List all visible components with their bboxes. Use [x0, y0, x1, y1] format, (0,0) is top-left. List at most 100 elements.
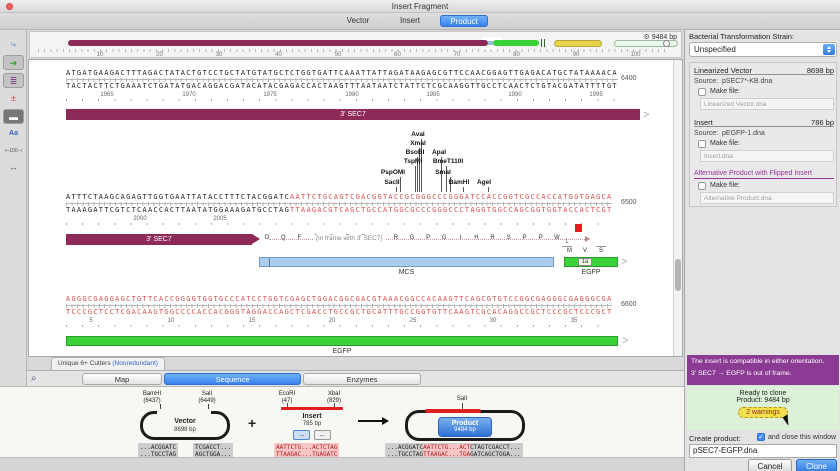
enzyme-label-pspomi[interactable]: PspOMI [381, 169, 405, 176]
in-frame-leader-arrow [585, 236, 590, 242]
feature-bar-mcs[interactable] [259, 257, 554, 267]
warnings-badge[interactable]: 2 warnings [738, 407, 788, 418]
resize-arrows-icon[interactable]: ↔ [3, 160, 24, 175]
elbow-arrow-icon[interactable]: ⤷ [3, 37, 24, 52]
enzyme-label-xmai[interactable]: XmaI [410, 140, 426, 147]
insert-reverse-button[interactable]: ← [314, 430, 331, 440]
in-frame-note: (in frame with 3' SEC7) [313, 235, 386, 242]
product-filename-input[interactable]: pSEC7-EGFP.dna [689, 444, 837, 458]
overview-egfp-bar[interactable] [493, 40, 539, 46]
font-case-icon[interactable]: Aa [3, 127, 24, 142]
translate-arrow-icon[interactable]: ➜ [3, 55, 24, 70]
ruler-ticks [66, 223, 612, 225]
enzyme-label-bmet110i[interactable]: BmeT110I [433, 158, 463, 165]
tab-vector[interactable]: Vector [336, 15, 380, 27]
feature-bar-sec7[interactable]: 3' SEC7 [66, 109, 640, 120]
tab-sequence[interactable]: Sequence [164, 373, 301, 385]
feature-bar-egfp[interactable] [66, 336, 618, 346]
tab-enzymes[interactable]: Enzymes [303, 373, 421, 385]
alignment-lines-icon[interactable]: ≣ [3, 73, 24, 88]
make-file-label-vector: Make file: [710, 88, 740, 95]
enzyme-label-sacii[interactable]: SacII [384, 179, 399, 186]
feature-bar-sec7-end[interactable]: 3' SEC7 [66, 234, 252, 245]
make-file-checkbox-vector[interactable] [698, 88, 706, 96]
zoom-slider[interactable] [614, 40, 678, 47]
clone-button[interactable]: Clone [796, 459, 837, 471]
tab-product[interactable]: Product [440, 15, 488, 27]
result-arrow-head [382, 417, 389, 425]
egfp-start-aa: S [599, 248, 603, 254]
scrollbar-track[interactable] [673, 60, 682, 357]
dna-bottom-strand[interactable]: TAAAGATTCGTCTCAACCACTTAATATGGAAAGATGCCTA… [66, 207, 612, 214]
result-arrow [358, 420, 382, 422]
title-bar: Insert Fragment [0, 0, 840, 13]
insert-filename-field[interactable]: Insert.dna [700, 150, 834, 162]
dna-bottom-strand[interactable]: TACTACTTCTGAAATCTGATATGACAGGACGATACATACG… [66, 83, 618, 90]
insert-fragment-dialog: Insert Fragment Vector Insert Product ⤷ … [0, 0, 840, 471]
dna-bottom-strand[interactable]: TCCCGCTCCTCGACAAGTGGCCCCACCACGGGTAGGACCA… [66, 309, 612, 316]
window-title: Insert Fragment [0, 2, 840, 11]
insert-header: Insert 786 bp [694, 118, 834, 127]
close-window-checkbox[interactable]: ✓ [757, 433, 765, 441]
linearized-vector-size: 8698 bp [807, 66, 834, 75]
overview-ruler-label: 100 [630, 52, 640, 58]
search-icon[interactable]: ⌕ [31, 373, 37, 384]
cancel-button[interactable]: Cancel [748, 459, 792, 471]
overview-ruler-label: 10 [97, 52, 104, 58]
product-site-label: SalI [457, 396, 467, 403]
overview-sec7-bar[interactable] [68, 40, 488, 46]
mcs-divider-tick [269, 258, 270, 266]
strain-select[interactable]: Unspecified [689, 42, 837, 57]
cutters-tab[interactable]: Unique 6+ Cutters (Nonredundant) [51, 357, 165, 370]
make-file-checkbox-insert[interactable] [698, 140, 706, 148]
ready-line1: Ready to clone [687, 390, 839, 397]
sequence-canvas[interactable]: ATGATGAAGACTTTAGACTATACTGTCCTGCTATGTATGC… [28, 59, 683, 357]
overview-marker-bar[interactable] [554, 40, 602, 47]
zoom-slider-knob[interactable] [663, 40, 670, 47]
plasmid-overview-map[interactable]: ⚙ 9484 bp 102030405060708090100 [29, 31, 682, 58]
enzyme-label-bamhi[interactable]: BamHI [449, 179, 470, 186]
dna-top-strand[interactable]: AGGGCGAGGAGCTGTTCACCGGGGTGGTGCCCATCCTGGT… [66, 296, 612, 303]
dna-top-strand[interactable]: ATTTCTAAGCAGAGTTGGTGAATTATACCTTTCTACGGAT… [66, 194, 612, 201]
enzyme-label-avai[interactable]: AvaI [411, 131, 425, 138]
overview-ruler-label: 30 [216, 52, 223, 58]
enzyme-label-tspmi[interactable]: TspMI [404, 158, 422, 165]
enzyme-label-agei[interactable]: AgeI [477, 179, 491, 186]
ruler-scale-icon[interactable]: ⊢100⊣ [3, 144, 24, 159]
enzyme-label-apai[interactable]: ApaI [432, 149, 446, 156]
enzyme-cut-line [400, 177, 401, 192]
ruler-number: 1980 [345, 92, 358, 98]
overview-end-tick [541, 39, 542, 47]
enzyme-label-bsobi[interactable]: BsoBI [406, 149, 425, 156]
enzyme-label-smai[interactable]: SmaI [435, 169, 451, 176]
ruler-number: 15 [249, 318, 256, 324]
continuation-chevron-icon: > [643, 110, 649, 120]
scrollbar-thumb[interactable] [675, 259, 681, 291]
product-size: 9484 bp [439, 427, 491, 433]
overview-ruler-label: 90 [573, 52, 580, 58]
dna-top-strand[interactable]: ATGATGAAGACTTTAGACTATACTGTCCTGCTATGTATGC… [66, 70, 618, 77]
plus-minus-marks-icon[interactable]: ± [3, 91, 24, 106]
alternative-product-header: Alternative Product with Flipped Insert [694, 170, 834, 179]
nonredundant-link[interactable]: (Nonredundant) [112, 360, 158, 367]
egfp-label: EGFP [564, 269, 618, 276]
enzyme-cut-line [463, 187, 464, 192]
ruler-number: 5 [89, 318, 92, 324]
vector-filename-field[interactable]: Linearized Vector.dna [700, 98, 834, 110]
tab-insert[interactable]: Insert [388, 15, 432, 27]
position-label: 6500 [621, 199, 637, 206]
insert-forward-button[interactable]: → [293, 430, 310, 440]
alternative-filename-field[interactable]: Alternative Product.dna [700, 192, 834, 204]
overview-ruler-label: 70 [454, 52, 461, 58]
tab-map[interactable]: Map [82, 373, 162, 385]
vector-gap [157, 409, 211, 415]
selection-dashes-icon[interactable]: ▬ [3, 109, 24, 124]
overview-ruler-label: 80 [513, 52, 520, 58]
vector-size: 8698 bp [140, 427, 230, 433]
ruler-number: 30 [490, 318, 497, 324]
egfp-start-aa: V [583, 248, 587, 254]
view-tab-bar: ⌕ Map Sequence Enzymes [27, 370, 684, 386]
make-file-checkbox-alternative[interactable] [698, 182, 706, 190]
overview-ruler-label: 40 [275, 52, 282, 58]
product-insert-segment [425, 409, 481, 413]
